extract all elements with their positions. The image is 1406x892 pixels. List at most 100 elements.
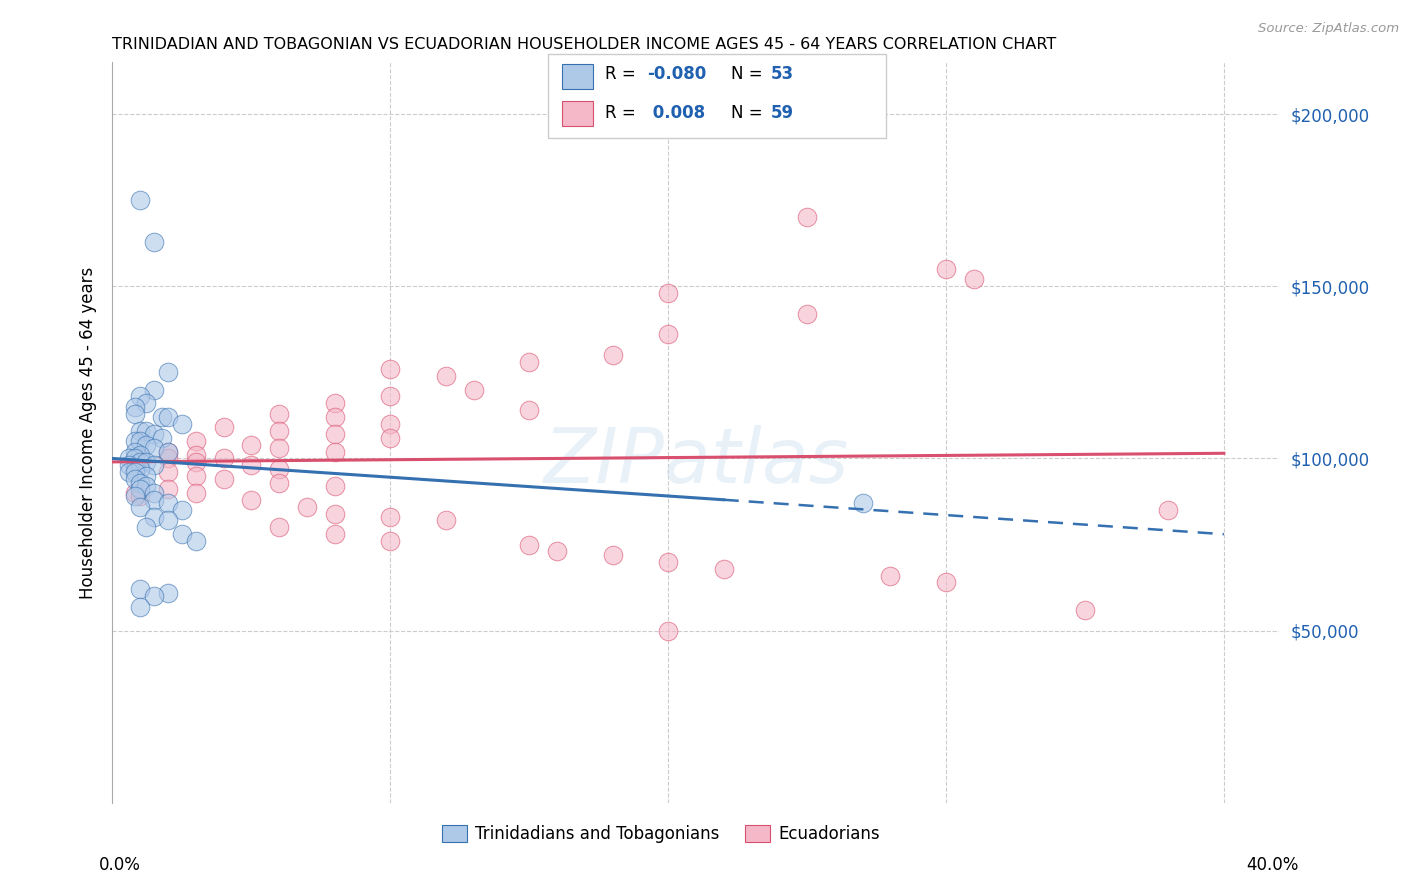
Point [323,396,346,410]
Point [170,417,193,431]
Point [157,365,180,379]
Point [184,448,207,462]
Point [157,483,180,497]
Point [1074,603,1097,617]
Point [157,465,180,479]
Point [184,486,207,500]
Point [124,434,146,449]
Point [796,307,818,321]
Text: R =: R = [605,104,641,122]
Point [323,507,346,521]
Point [380,362,402,376]
Point [170,527,193,541]
Point [157,496,180,510]
Point [129,424,152,438]
Point [713,561,735,575]
Point [129,500,152,514]
Point [434,368,457,383]
Point [152,410,174,425]
Point [323,444,346,458]
Y-axis label: Householder Income Ages 45 - 64 years: Householder Income Ages 45 - 64 years [79,267,97,599]
Point [143,441,166,455]
Point [135,455,157,469]
Point [184,455,207,469]
Legend: Trinidadians and Tobagonians, Ecuadorians: Trinidadians and Tobagonians, Ecuadorian… [436,819,886,850]
Point [323,527,346,541]
Point [852,496,875,510]
Point [269,475,291,490]
Point [380,510,402,524]
Point [879,568,901,582]
Point [935,575,957,590]
Point [935,262,957,277]
Point [124,486,146,500]
Point [157,513,180,527]
Text: 53: 53 [770,65,793,83]
Point [1157,503,1180,517]
Point [129,389,152,403]
Point [269,462,291,476]
Point [602,348,624,362]
Point [240,458,263,473]
Point [129,462,152,476]
Point [184,434,207,449]
Point [143,510,166,524]
Text: TRINIDADIAN AND TOBAGONIAN VS ECUADORIAN HOUSEHOLDER INCOME AGES 45 - 64 YEARS C: TRINIDADIAN AND TOBAGONIAN VS ECUADORIAN… [112,37,1057,52]
Point [269,441,291,455]
Point [135,468,157,483]
Point [796,211,818,225]
Point [546,544,568,558]
Text: N =: N = [731,104,768,122]
Point [157,444,180,458]
Point [129,434,152,449]
Point [124,465,146,479]
Point [143,427,166,442]
Point [434,513,457,527]
Point [963,272,986,286]
Point [269,407,291,421]
Point [135,520,157,534]
Point [517,355,540,369]
Text: R =: R = [605,65,641,83]
Point [135,479,157,493]
Point [118,451,141,466]
Point [657,286,679,301]
Point [129,582,152,597]
Point [157,444,180,458]
Text: Source: ZipAtlas.com: Source: ZipAtlas.com [1258,22,1399,36]
Point [657,624,679,638]
Point [184,534,207,549]
Point [143,235,166,249]
Point [157,451,180,466]
Point [124,451,146,466]
Point [129,475,152,490]
Point [152,431,174,445]
Point [143,486,166,500]
Point [135,396,157,410]
Point [129,483,152,497]
Point [129,448,152,462]
Text: 0.008: 0.008 [647,104,704,122]
Point [124,444,146,458]
Point [124,489,146,503]
Point [170,503,193,517]
Point [380,417,402,431]
Text: -0.080: -0.080 [647,65,706,83]
Point [124,400,146,414]
Point [129,455,152,469]
Point [269,424,291,438]
Point [380,389,402,403]
Point [657,327,679,342]
Point [380,534,402,549]
Point [323,479,346,493]
Point [135,424,157,438]
Point [143,492,166,507]
Point [143,458,166,473]
Text: 0.0%: 0.0% [98,855,141,873]
Point [124,462,146,476]
Text: ZIPatlas: ZIPatlas [543,425,849,500]
Point [157,586,180,600]
Point [517,403,540,417]
Point [212,451,235,466]
Point [240,492,263,507]
